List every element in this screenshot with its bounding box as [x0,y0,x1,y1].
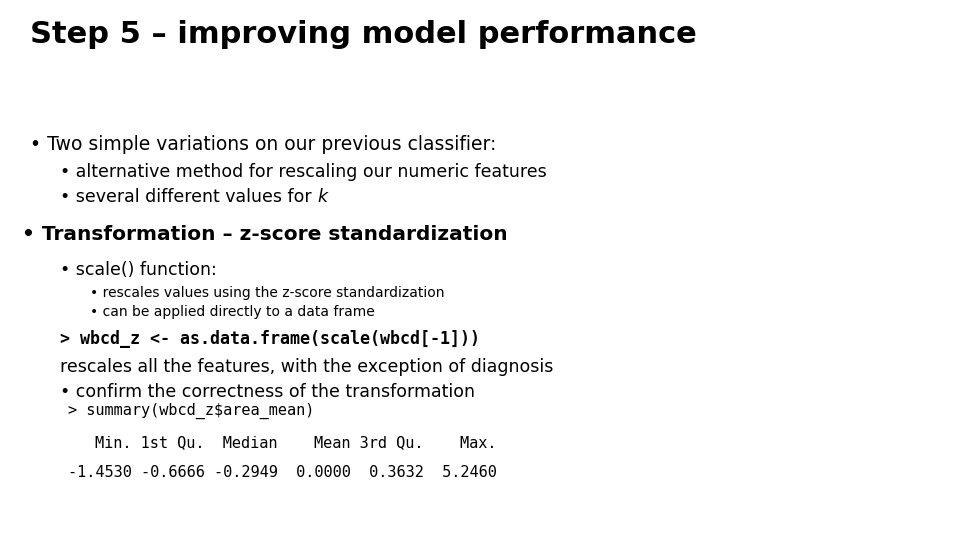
Text: • confirm the correctness of the transformation: • confirm the correctness of the transfo… [60,383,475,401]
Text: • Transformation – z-score standardization: • Transformation – z-score standardizati… [22,225,508,244]
Text: • several different values for: • several different values for [60,188,317,206]
Text: -1.4530 -0.6666 -0.2949  0.0000  0.3632  5.2460: -1.4530 -0.6666 -0.2949 0.0000 0.3632 5.… [68,465,497,480]
Text: rescales all the features, with the exception of diagnosis: rescales all the features, with the exce… [60,358,553,376]
Text: • rescales values using the z-score standardization: • rescales values using the z-score stan… [90,286,444,300]
Text: • can be applied directly to a data frame: • can be applied directly to a data fram… [90,305,374,319]
Text: • alternative method for rescaling our numeric features: • alternative method for rescaling our n… [60,163,547,181]
Text: Min. 1st Qu.  Median    Mean 3rd Qu.    Max.: Min. 1st Qu. Median Mean 3rd Qu. Max. [95,435,496,450]
Text: > summary(wbcd_z$area_mean): > summary(wbcd_z$area_mean) [68,403,314,419]
Text: • Two simple variations on our previous classifier:: • Two simple variations on our previous … [30,135,496,154]
Text: k: k [317,188,327,206]
Text: • scale() function:: • scale() function: [60,261,217,279]
Text: Step 5 – improving model performance: Step 5 – improving model performance [30,20,697,49]
Text: > wbcd_z <- as.data.frame(scale(wbcd[-1])): > wbcd_z <- as.data.frame(scale(wbcd[-1]… [60,330,480,348]
